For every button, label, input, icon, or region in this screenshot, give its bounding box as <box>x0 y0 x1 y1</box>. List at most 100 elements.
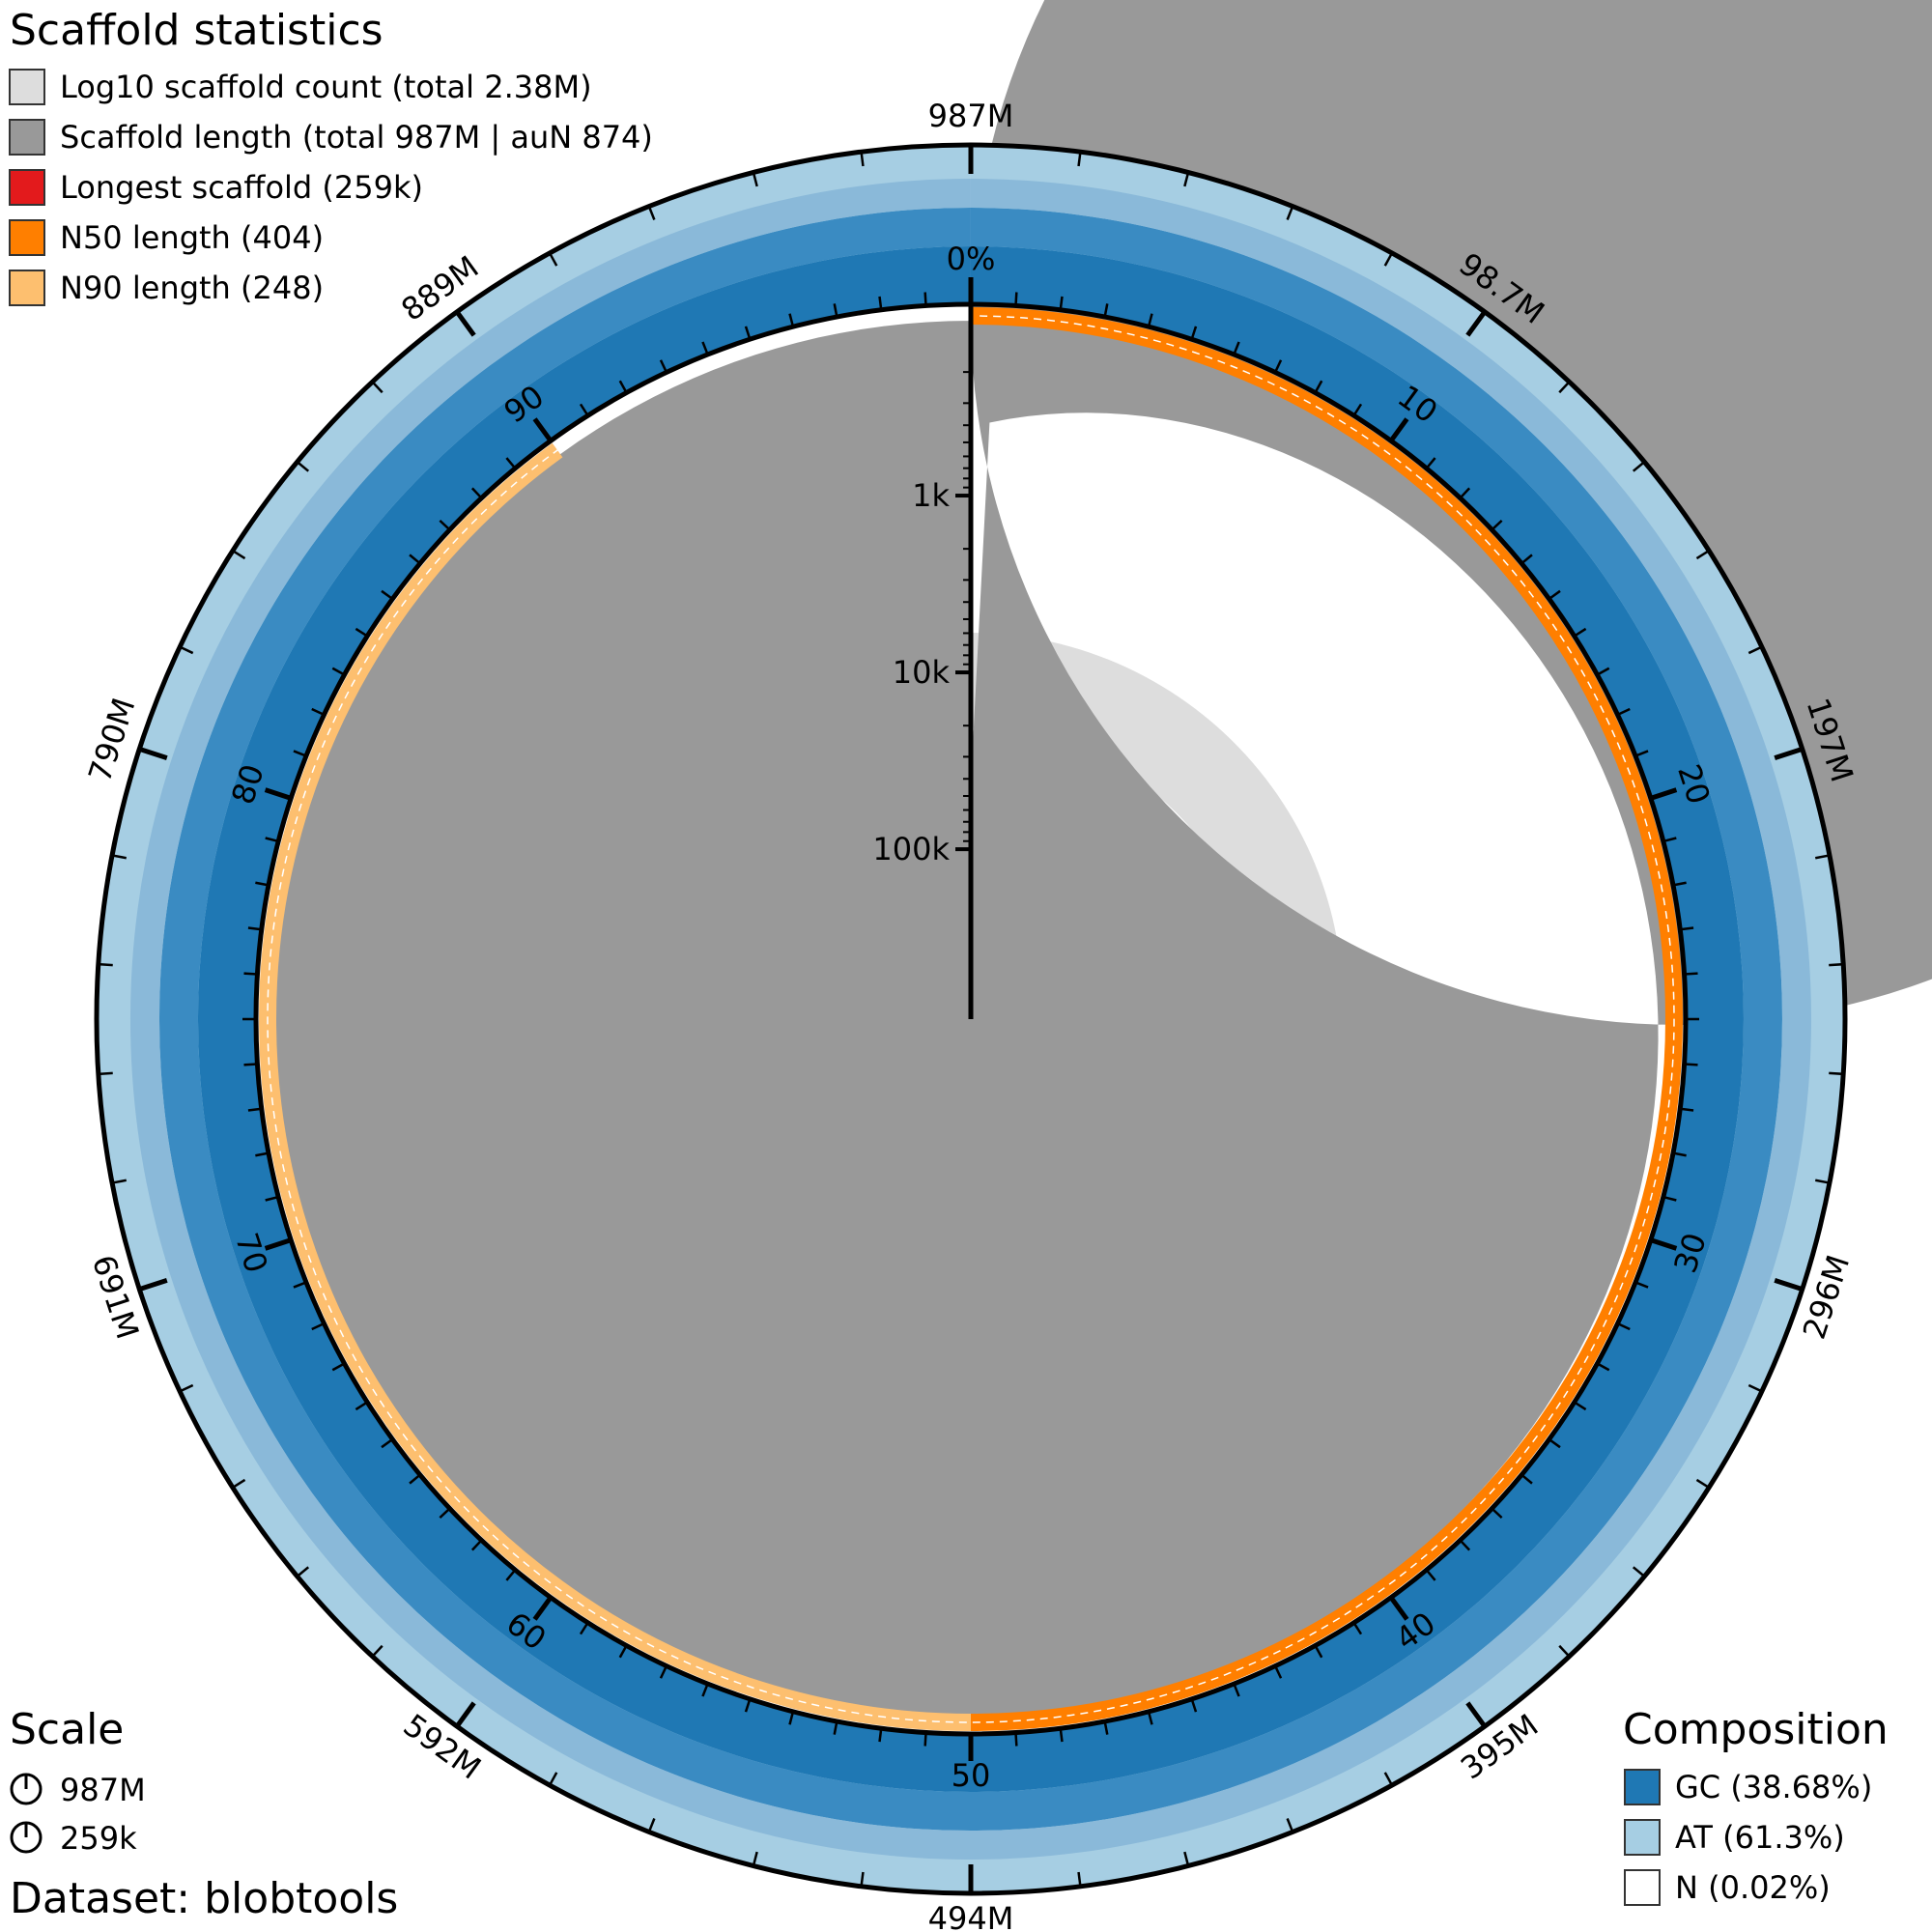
inner-tick <box>1596 1362 1610 1372</box>
length-tick-label: 100k <box>872 831 950 867</box>
inner-tick <box>878 1728 883 1743</box>
legend-swatch <box>9 219 45 256</box>
inner-tick <box>1459 1539 1471 1551</box>
outer-tick <box>1286 1818 1294 1833</box>
inner-tick <box>311 707 325 717</box>
inner-tick <box>1059 296 1064 310</box>
inner-tick <box>1574 1401 1587 1411</box>
legend-title: Scaffold statistics <box>10 6 384 55</box>
inner-tick <box>1634 1281 1649 1289</box>
outer-tick <box>371 1644 384 1658</box>
inner-tick <box>1314 1644 1323 1659</box>
outer-tick <box>752 1851 758 1866</box>
span-tick-label: 494M <box>928 1900 1014 1932</box>
inner-tick <box>1680 926 1694 931</box>
outer-tick <box>1183 172 1190 187</box>
outer-tick <box>179 1383 194 1393</box>
composition-item-label: GC (38.68%) <box>1675 1769 1872 1805</box>
outer-tick <box>296 461 310 472</box>
inner-tick <box>381 1437 394 1449</box>
inner-tick <box>1520 1473 1533 1485</box>
inner-tick <box>355 1401 368 1411</box>
legend-item-label: Longest scaffold (259k) <box>60 169 423 206</box>
inner-tick <box>579 1622 589 1635</box>
inner-tick <box>1680 1107 1694 1112</box>
inner-tick <box>788 1711 795 1725</box>
inner-tick <box>439 519 451 531</box>
outer-tick <box>1558 381 1571 394</box>
outer-tick <box>1183 1851 1190 1866</box>
legend-item-label: N50 length (404) <box>60 219 324 256</box>
composition-title: Composition <box>1623 1705 1889 1754</box>
outer-tick <box>647 1818 656 1833</box>
inner-tick <box>618 380 628 394</box>
inner-tick <box>331 1362 346 1372</box>
inner-tick <box>243 972 258 976</box>
inner-tick <box>1662 1195 1677 1202</box>
inner-tick <box>744 326 752 340</box>
scale-longest-label: 259k <box>60 1820 137 1857</box>
span-tick-label: 987M <box>928 98 1014 134</box>
inner-tick <box>1617 1321 1631 1331</box>
inner-tick <box>255 881 270 887</box>
legend-scale: Scale 987M 259k <box>10 1705 146 1857</box>
inner-tick <box>1520 554 1533 565</box>
outer-tick <box>296 1566 310 1577</box>
legend-swatch <box>9 69 45 105</box>
outer-tick <box>1829 962 1844 967</box>
dataset-label: Dataset: blobtools <box>10 1874 398 1923</box>
outer-tick <box>647 206 656 220</box>
outer-tick <box>98 1071 113 1076</box>
inner-tick <box>1574 627 1587 638</box>
inner-tick <box>1147 313 1153 327</box>
inner-tick <box>243 1063 258 1066</box>
outer-tick <box>1465 1701 1487 1728</box>
inner-tick <box>1103 303 1109 318</box>
inner-tick <box>505 1569 517 1581</box>
composition-swatch <box>1624 1769 1661 1805</box>
inner-tick <box>311 1321 325 1331</box>
inner-tick <box>1352 1622 1363 1635</box>
legend-scaffold-statistics: Scaffold statistics Log10 scaffold count… <box>9 6 653 306</box>
outer-tick <box>1558 1644 1571 1658</box>
inner-tick <box>439 1507 451 1520</box>
composition-swatch <box>1624 1869 1661 1906</box>
outer-tick <box>1815 1179 1831 1184</box>
inner-tick <box>1684 1063 1698 1066</box>
outer-tick <box>371 381 384 394</box>
inner-tick <box>355 627 368 638</box>
outer-tick <box>1465 310 1487 337</box>
inner-tick <box>409 1473 421 1485</box>
inner-tick <box>1634 750 1649 757</box>
outer-tick <box>752 172 758 187</box>
inner-tick <box>1103 1720 1109 1735</box>
outer-tick <box>138 746 168 760</box>
legend-item-label: N90 length (248) <box>60 270 324 306</box>
inner-tick <box>532 1596 554 1621</box>
outer-tick <box>232 550 246 560</box>
legend-composition: Composition GC (38.68%) AT (61.3%) N (0.02… <box>1623 1705 1889 1906</box>
inner-tick <box>1273 359 1283 373</box>
scale-partial-icon <box>10 1821 43 1854</box>
inner-tick <box>293 1281 307 1289</box>
inner-tick <box>265 837 279 843</box>
outer-tick <box>1077 151 1082 167</box>
legend-swatch <box>9 270 45 306</box>
outer-tick <box>1383 1772 1394 1786</box>
inner-tick <box>1388 1596 1409 1621</box>
inner-tick <box>264 1237 292 1251</box>
outer-tick <box>1774 1278 1804 1293</box>
outer-tick <box>1829 1071 1844 1076</box>
inner-tick <box>255 1151 270 1157</box>
inner-tick <box>1352 403 1363 416</box>
legend-swatch <box>9 169 45 206</box>
outer-tick <box>1747 645 1763 655</box>
n-dashed-line <box>267 315 1675 1723</box>
outer-tick <box>860 1871 865 1888</box>
outer-tick <box>179 645 194 655</box>
inner-tick <box>331 667 346 676</box>
outer-tick <box>111 854 127 860</box>
inner-tick <box>878 296 883 310</box>
inner-tick <box>1491 1507 1503 1520</box>
inner-tick <box>247 926 262 931</box>
